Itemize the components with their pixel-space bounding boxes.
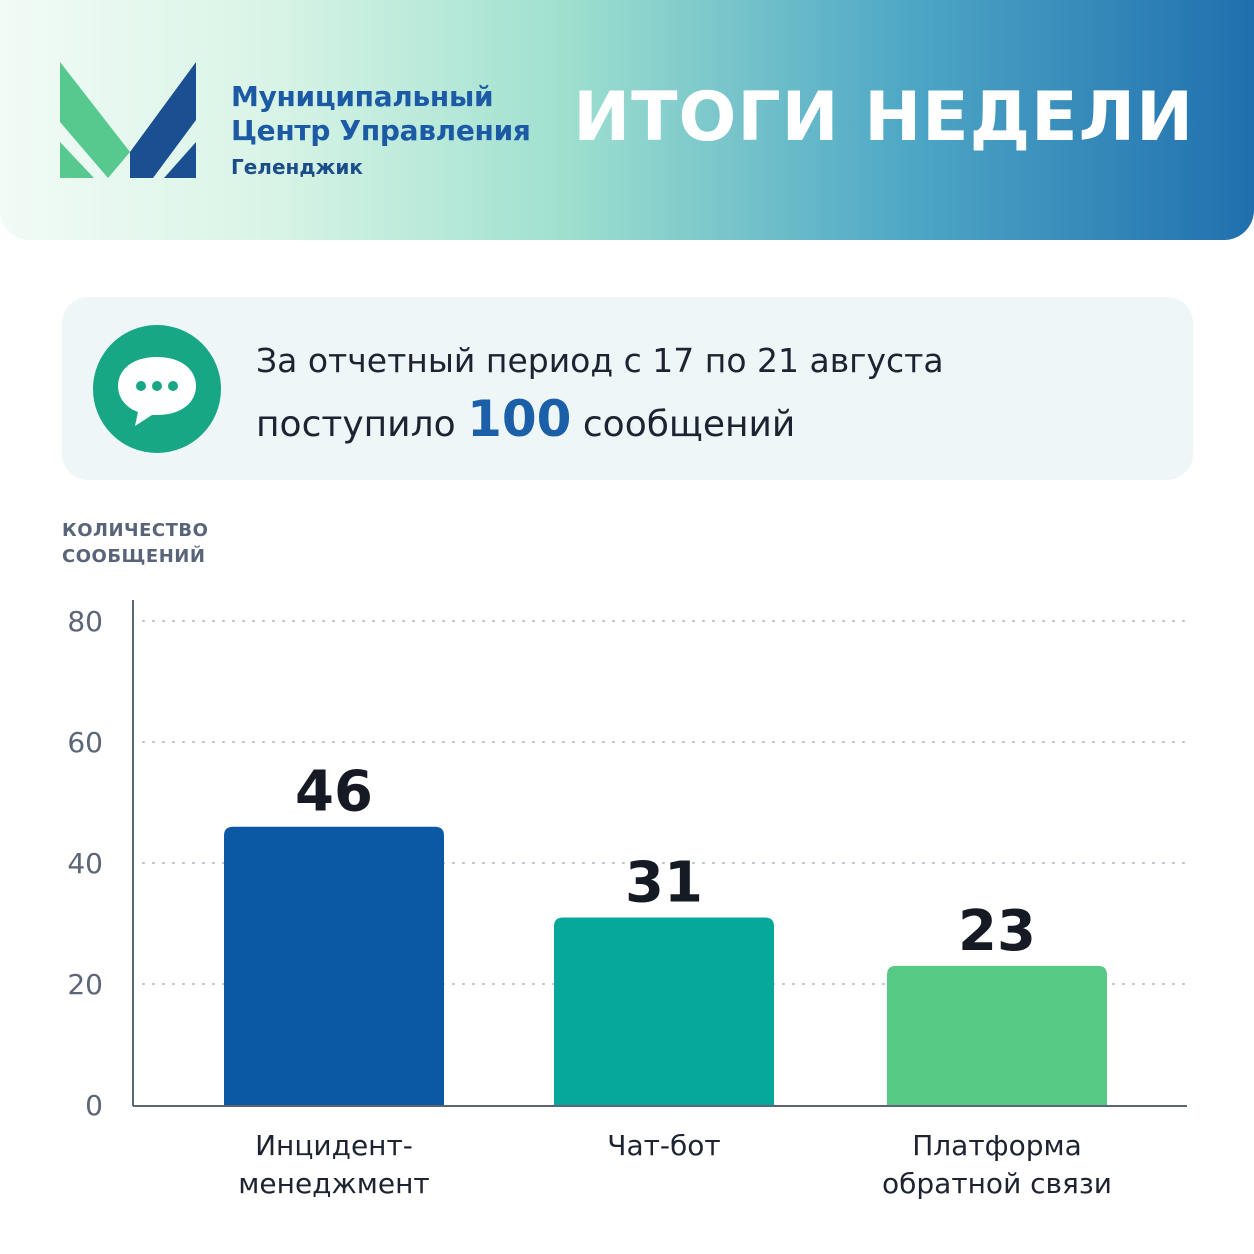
x-category-label: Платформа обратной связи — [882, 1129, 1112, 1200]
y-tick-label: 40 — [67, 847, 103, 880]
org-name-line2: Центр Управления — [231, 114, 531, 147]
summary-period: За отчетный период с 17 по 21 августа — [256, 341, 944, 380]
y-tick-label: 60 — [67, 726, 103, 759]
y-axis-title-line: СООБЩЕНИЙ — [62, 546, 206, 567]
x-category-label-line: Инцидент- — [255, 1129, 413, 1162]
org-name-line1: Муниципальный — [231, 80, 494, 113]
y-tick-label: 20 — [67, 968, 103, 1001]
x-category-label-line: Платформа — [912, 1129, 1082, 1162]
y-tick-label: 0 — [85, 1089, 103, 1122]
bar — [887, 965, 1107, 1105]
summary-prefix: поступило — [256, 404, 456, 445]
bar — [224, 826, 444, 1105]
x-category-label-line: менеджмент — [238, 1167, 429, 1200]
x-category-label: Инцидент-менеджмент — [238, 1129, 429, 1200]
summary-number: 100 — [467, 390, 572, 448]
summary-suffix: сообщений — [582, 404, 796, 445]
y-axis-title-line: КОЛИЧЕСТВО — [62, 520, 209, 541]
x-category-label: Чат-бот — [607, 1129, 720, 1162]
bar-value-label: 23 — [958, 899, 1036, 964]
page-title: ИТОГИ НЕДЕЛИ — [573, 78, 1194, 157]
bar — [554, 917, 774, 1105]
header-banner: Муниципальный Центр Управления Геленджик… — [0, 0, 1254, 240]
y-tick-label: 80 — [67, 605, 103, 638]
organization-name: Муниципальный Центр Управления Геленджик — [231, 80, 531, 180]
org-city: Геленджик — [231, 155, 363, 179]
y-axis-title: КОЛИЧЕСТВО СООБЩЕНИЙ — [62, 518, 208, 570]
summary-total: поступило 100 сообщений — [256, 393, 795, 451]
chat-bubble-icon — [93, 325, 221, 453]
bar-value-label: 46 — [295, 760, 373, 825]
logo-icon — [60, 62, 196, 178]
bar-value-label: 31 — [625, 850, 703, 915]
x-category-label-line: обратной связи — [882, 1167, 1112, 1200]
bar-chart: 0 20 40 60 80 46 Инцидент-менеджмент 31 Чат-бот 2… — [67, 600, 1188, 1200]
summary-card: За отчетный период с 17 по 21 августа по… — [62, 297, 1193, 480]
x-category-label-line: Чат-бот — [607, 1129, 720, 1162]
